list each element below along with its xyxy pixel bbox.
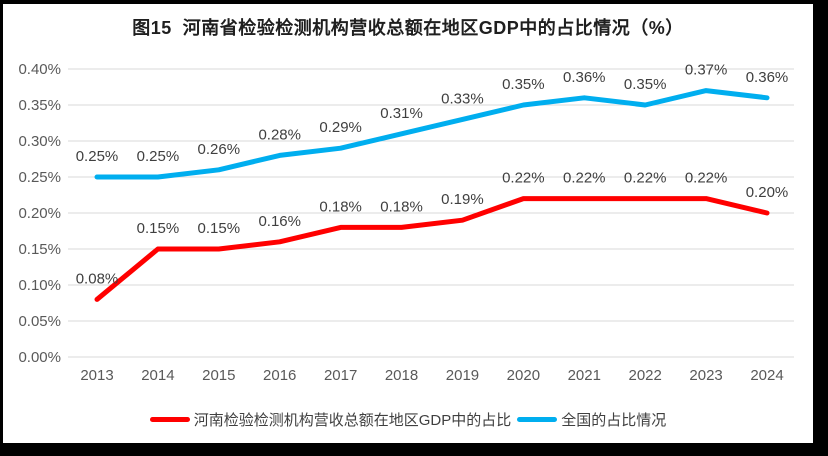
- line-chart: 0.00% 0.05% 0.10% 0.15% 0.20% 0.25% 0.30% 0.35%…: [18, 61, 794, 384]
- x-tick-label: 2018: [385, 367, 418, 384]
- data-label: 0.15%: [137, 220, 180, 237]
- data-label: 0.28%: [258, 126, 301, 143]
- y-tick-label: 0.05%: [18, 313, 61, 330]
- x-tick-label: 2021: [568, 367, 601, 384]
- y-tick-label: 0.40%: [18, 61, 61, 78]
- data-label: 0.20%: [746, 184, 789, 201]
- x-tick-label: 2020: [507, 367, 540, 384]
- data-label: 0.08%: [76, 270, 119, 287]
- data-label: 0.36%: [563, 69, 606, 86]
- y-tick-label: 0.20%: [18, 205, 61, 222]
- x-tick-label: 2016: [263, 367, 296, 384]
- data-label: 0.37%: [685, 62, 728, 79]
- series-line-1: [94, 88, 770, 180]
- legend-label-national: 全国的占比情况: [561, 412, 667, 429]
- data-label: 0.33%: [441, 90, 484, 107]
- data-label: 0.19%: [441, 191, 484, 208]
- data-label: 0.18%: [380, 198, 423, 215]
- data-label: 0.22%: [502, 170, 545, 187]
- data-label: 0.29%: [319, 119, 362, 136]
- x-tick-label: 2014: [141, 367, 174, 384]
- y-tick-label: 0.15%: [18, 241, 61, 258]
- legend-item-national: 全国的占比情况: [517, 409, 666, 430]
- data-label: 0.26%: [198, 141, 241, 158]
- data-label: 0.15%: [198, 220, 241, 237]
- x-tick-label: 2019: [446, 367, 479, 384]
- y-tick-label: 0.30%: [18, 133, 61, 150]
- legend-swatch-national: [517, 417, 558, 422]
- chart-figure: 图15 河南省检验检测机构营收总额在地区GDP中的占比情况（%） 0.00% 0.…: [3, 4, 813, 443]
- data-label: 0.35%: [502, 76, 545, 93]
- data-label: 0.22%: [624, 170, 667, 187]
- chart-title: 图15 河南省检验检测机构营收总额在地区GDP中的占比情况（%）: [132, 18, 684, 38]
- data-label: 0.35%: [624, 76, 667, 93]
- x-tick-label: 2013: [80, 367, 113, 384]
- x-tick-label: 2022: [628, 367, 661, 384]
- series-line-0: [94, 196, 770, 302]
- y-tick-label: 0.10%: [18, 277, 61, 294]
- x-tick-label: 2017: [324, 367, 357, 384]
- y-tick-label: 0.25%: [18, 169, 61, 186]
- x-tick-label: 2023: [689, 367, 722, 384]
- legend-swatch-henan: [149, 417, 190, 422]
- y-tick-label: 0.35%: [18, 97, 61, 114]
- x-tick-label: 2024: [750, 367, 783, 384]
- data-label: 0.18%: [319, 198, 362, 215]
- data-label: 0.22%: [685, 170, 728, 187]
- data-label: 0.31%: [380, 105, 423, 122]
- y-tick-label: 0.00%: [18, 349, 61, 366]
- chart-legend: 河南检验检测机构营收总额在地区GDP中的占比 全国的占比情况: [3, 409, 813, 430]
- data-label: 0.25%: [76, 148, 119, 165]
- data-label: 0.36%: [746, 69, 789, 86]
- x-tick-label: 2015: [202, 367, 235, 384]
- data-label: 0.16%: [258, 213, 301, 230]
- data-label: 0.22%: [563, 170, 606, 187]
- legend-item-henan: 河南检验检测机构营收总额在地区GDP中的占比: [149, 409, 512, 430]
- legend-label-henan: 河南检验检测机构营收总额在地区GDP中的占比: [193, 412, 512, 429]
- data-label: 0.25%: [137, 148, 180, 165]
